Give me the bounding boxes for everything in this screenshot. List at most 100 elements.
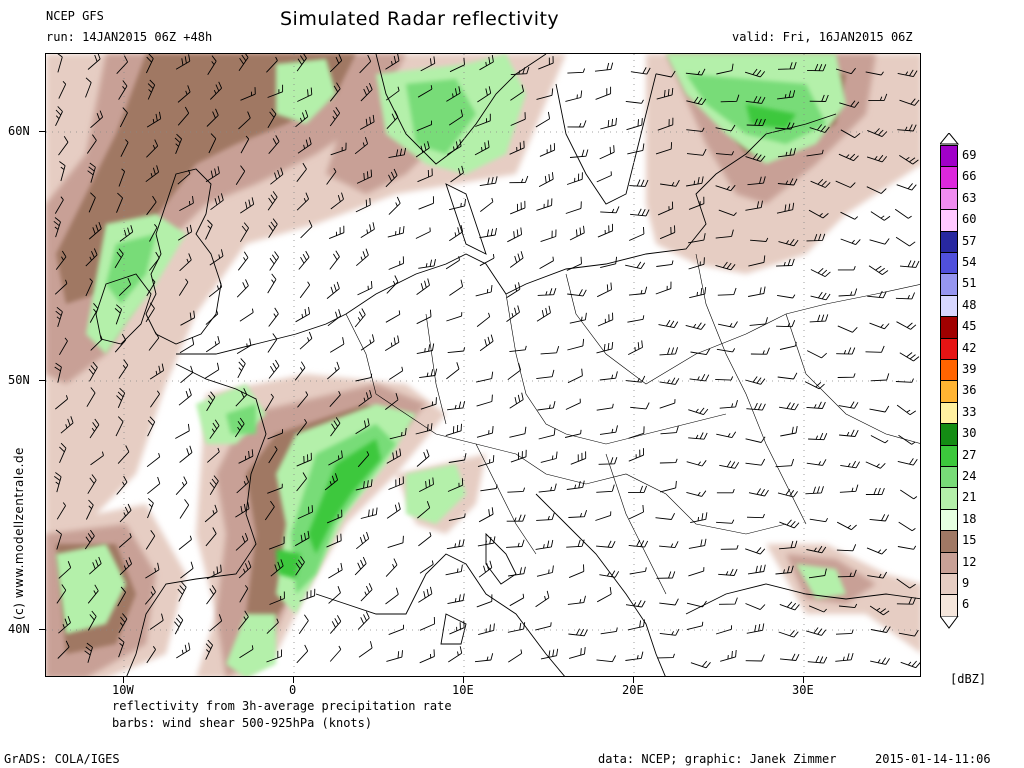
- wind-barb: [565, 398, 581, 410]
- legend-swatch-48: [940, 294, 958, 318]
- wind-barb: [659, 377, 680, 385]
- wind-barb: [778, 630, 799, 638]
- wind-barb: [896, 578, 916, 589]
- wind-barb: [806, 459, 827, 466]
- wind-barb: [205, 219, 213, 240]
- wind-barb: [359, 114, 375, 130]
- wind-barb: [58, 561, 72, 579]
- wind-barb: [324, 473, 339, 491]
- wind-barb: [628, 485, 648, 493]
- wind-barb: [299, 281, 311, 299]
- wind-barb: [328, 586, 341, 604]
- wind-barb: [509, 392, 524, 409]
- wind-barb: [446, 86, 461, 102]
- wind-barb: [839, 100, 860, 108]
- wind-barb: [449, 620, 465, 635]
- wind-barb: [204, 504, 218, 523]
- wind-barb: [354, 308, 366, 328]
- wind-barb: [870, 373, 890, 382]
- wind-barb: [568, 564, 585, 579]
- lat-tick-40: [39, 629, 45, 630]
- wind-barb: [869, 405, 890, 413]
- wind-barb: [745, 547, 766, 555]
- wind-barb: [688, 432, 708, 440]
- wind-barb: [296, 54, 307, 72]
- wind-barb: [118, 168, 126, 187]
- wind-barb: [55, 250, 67, 270]
- wind-barb: [388, 196, 401, 215]
- wind-barb: [60, 416, 74, 434]
- wind-barb: [389, 427, 407, 440]
- wind-barb: [416, 449, 430, 467]
- wind-barb: [146, 139, 159, 158]
- wind-barb: [355, 197, 371, 213]
- wind-barb: [179, 253, 192, 272]
- wind-barb: [688, 567, 705, 577]
- map-canvas: [46, 54, 920, 676]
- wind-barb: [298, 250, 310, 270]
- wind-barb: [386, 110, 399, 130]
- wind-barb: [745, 603, 766, 611]
- color-legend: 69 66 63 60 57 54 51 48 45 42 39 36 33 30 27 24 21 18 15 12…: [940, 133, 1020, 634]
- wind-barb: [809, 517, 828, 523]
- wind-barb: [718, 597, 738, 605]
- wind-barb: [685, 68, 706, 76]
- wind-barb: [746, 623, 765, 634]
- wind-barb: [565, 90, 583, 102]
- wind-barb: [900, 660, 920, 669]
- wind-barb: [659, 399, 676, 409]
- wind-barb: [328, 450, 343, 466]
- wind-barb: [448, 453, 467, 463]
- wind-barb: [715, 184, 736, 192]
- legend-label-33: 33: [962, 404, 977, 419]
- wind-barb: [869, 605, 890, 616]
- wind-barb: [478, 507, 494, 523]
- wind-barb: [836, 521, 857, 531]
- wind-barb: [118, 533, 132, 548]
- wind-barb: [419, 560, 434, 574]
- run-label: run: 14JAN2015 06Z +48h: [46, 30, 213, 44]
- wind-barb: [235, 165, 246, 185]
- wind-barb: [267, 191, 278, 211]
- wind-barb: [354, 556, 367, 576]
- wind-barb: [475, 285, 493, 297]
- wind-barb: [177, 85, 191, 103]
- wind-barb: [897, 458, 918, 466]
- lat-label-50n: 50N: [8, 373, 30, 387]
- wind-barb: [330, 142, 347, 156]
- wind-barb: [117, 445, 130, 464]
- wind-barb: [567, 120, 587, 128]
- wind-barb: [658, 319, 679, 329]
- wind-barb: [806, 627, 827, 636]
- wind-barb: [600, 117, 617, 130]
- legend-label-18: 18: [962, 511, 977, 526]
- wind-barb: [208, 133, 217, 154]
- wind-barb: [267, 108, 277, 129]
- wind-barb: [655, 70, 676, 78]
- wind-barb: [269, 591, 285, 605]
- wind-barb: [416, 343, 435, 355]
- wind-barb: [898, 629, 919, 637]
- wind-barb: [447, 400, 466, 411]
- wind-barb: [330, 192, 344, 210]
- wind-barb: [840, 129, 861, 139]
- wind-barb: [720, 545, 739, 550]
- wind-barb: [510, 84, 525, 101]
- wind-barb: [386, 650, 403, 662]
- wind-barb: [895, 292, 916, 300]
- wind-barb: [237, 251, 249, 271]
- radar-map[interactable]: [45, 53, 921, 677]
- wind-barb: [114, 304, 123, 325]
- wind-barb: [416, 278, 430, 295]
- wind-barb: [90, 110, 104, 129]
- lon-tick-30e: [803, 677, 804, 683]
- wind-barb: [870, 211, 891, 221]
- wind-barb: [777, 294, 796, 299]
- wind-barb: [596, 282, 612, 298]
- wind-barb: [145, 302, 155, 323]
- wind-barb: [806, 233, 826, 242]
- wind-barb: [625, 375, 646, 383]
- wind-barb: [295, 556, 305, 576]
- page-title: Simulated Radar reflectivity: [280, 8, 560, 30]
- wind-barb: [806, 401, 826, 409]
